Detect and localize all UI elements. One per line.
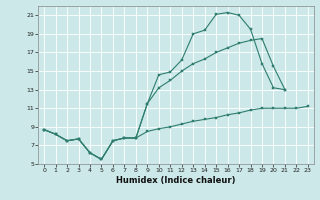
- X-axis label: Humidex (Indice chaleur): Humidex (Indice chaleur): [116, 176, 236, 185]
